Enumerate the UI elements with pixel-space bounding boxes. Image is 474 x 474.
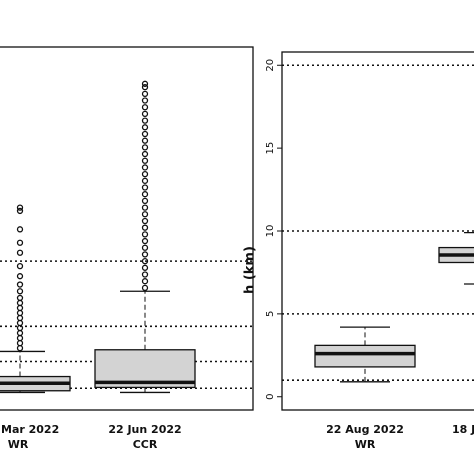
outlier: [141, 144, 149, 151]
outlier: [16, 334, 24, 342]
outlier: [141, 224, 149, 231]
outlier: [16, 339, 24, 347]
outlier: [141, 211, 149, 218]
outlier: [16, 249, 24, 256]
outlier: [141, 197, 149, 205]
plot-frame: [0, 46, 254, 411]
outlier: [141, 90, 149, 97]
outlier: [16, 273, 24, 280]
outlier: [141, 264, 149, 271]
y-tick-label: 10: [265, 225, 276, 238]
outlier: [141, 150, 149, 158]
x-tick-label: 22 Jun 2022: [108, 423, 181, 436]
group-label: CCR: [133, 438, 158, 451]
outlier: [16, 239, 24, 246]
outlier: [16, 288, 24, 295]
outlier: [16, 281, 24, 288]
outlier: [16, 294, 24, 302]
outlier: [141, 244, 149, 251]
plot-frame: [281, 51, 474, 411]
y-axis-label: h (km): [243, 246, 258, 294]
outlier: [141, 137, 149, 144]
y-tick-label: 20: [265, 59, 276, 72]
group-label: WR: [8, 438, 29, 451]
outlier: [16, 304, 24, 312]
outlier: [141, 284, 149, 292]
outlier: [16, 204, 24, 211]
outlier: [141, 97, 149, 104]
outlier: [141, 191, 149, 198]
outlier: [141, 117, 149, 124]
outlier: [141, 251, 149, 258]
x-tick-label: 18 J: [452, 423, 474, 436]
box: [314, 344, 416, 368]
outlier: [141, 204, 149, 211]
outlier: [141, 124, 149, 131]
outlier: [141, 80, 149, 87]
outlier: [16, 207, 24, 215]
outlier: [141, 257, 149, 265]
outlier: [141, 83, 149, 91]
y-tick-label: 15: [265, 142, 276, 155]
outlier: [16, 299, 24, 307]
outlier: [16, 329, 24, 337]
outlier: [16, 319, 24, 327]
outlier: [16, 262, 24, 270]
outlier: [141, 130, 149, 138]
outlier: [141, 110, 149, 118]
group-label: WR: [355, 438, 376, 451]
x-tick-label: Mar 2022: [1, 423, 59, 436]
outlier: [141, 237, 149, 245]
outlier: [16, 344, 24, 352]
outlier: [141, 164, 149, 171]
outlier: [141, 217, 149, 225]
outlier: [141, 184, 149, 191]
outlier: [141, 231, 149, 238]
y-tick-label: 5: [265, 311, 276, 317]
outlier: [141, 170, 149, 178]
outlier: [141, 271, 149, 278]
outlier: [141, 104, 149, 111]
outlier: [141, 278, 149, 285]
x-tick-label: 22 Aug 2022: [326, 423, 404, 436]
outlier: [16, 309, 24, 317]
outlier: [141, 177, 149, 184]
outlier: [141, 157, 149, 164]
outlier: [16, 314, 24, 322]
y-tick-label: 0: [265, 394, 276, 400]
outlier: [16, 226, 24, 233]
